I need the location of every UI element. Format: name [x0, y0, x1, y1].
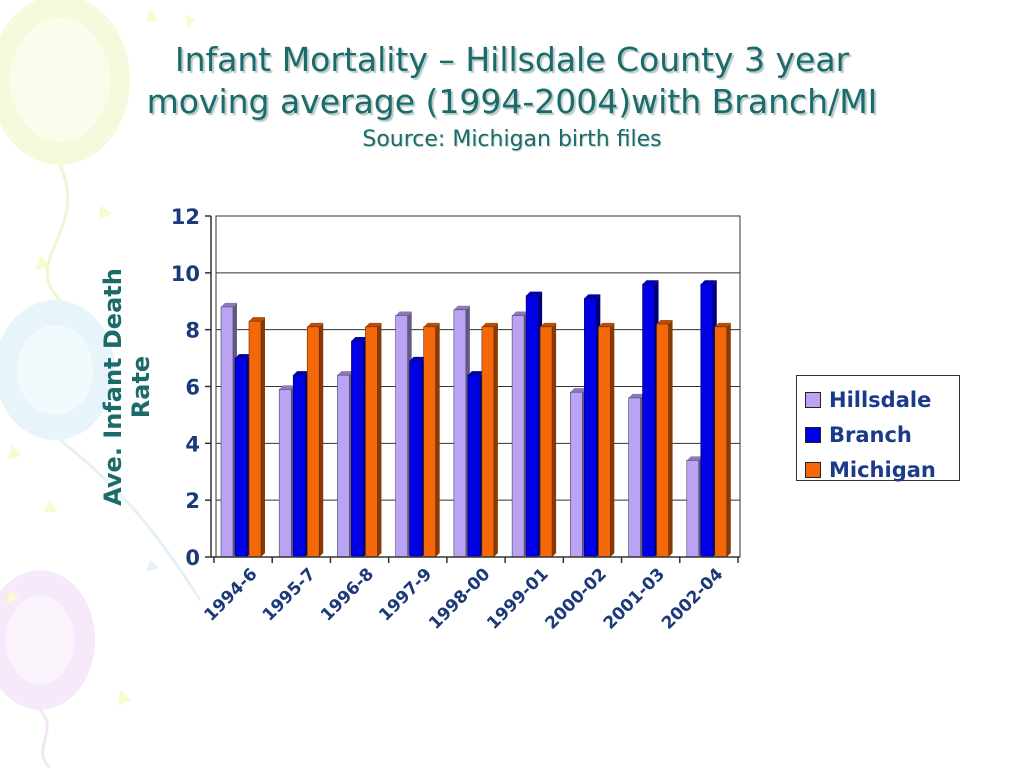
bar-michigan-1998-00: [481, 322, 498, 558]
bar-branch-2000-02: [584, 294, 601, 558]
bar-branch-1999-01: [525, 291, 543, 558]
y-tick-label: 8: [185, 319, 200, 343]
bar-michigan-1996-8: [365, 322, 382, 558]
y-tick-label: 10: [171, 262, 200, 286]
legend-label: Hillsdale: [829, 387, 932, 412]
y-tick-label: 4: [185, 432, 200, 456]
legend-item-branch: Branch: [805, 417, 959, 452]
x-tick-label: 1995-7: [259, 564, 320, 625]
bar-branch-1997-9: [409, 356, 426, 558]
legend-item-hillsdale: Hillsdale: [805, 382, 959, 417]
x-tick-label: 2000-02: [542, 564, 611, 633]
y-tick-label: 0: [185, 546, 200, 570]
bar-branch-1994-6: [234, 354, 251, 558]
y-tick-label: 6: [185, 376, 200, 400]
bar-michigan-1997-9: [423, 322, 440, 558]
chart-legend: Hillsdale Branch Michigan: [796, 375, 960, 482]
legend-item-michigan: Michigan: [805, 452, 959, 487]
x-tick-label: 2002-04: [658, 564, 727, 633]
legend-label: Branch: [829, 422, 912, 447]
bar-branch-2001-03: [642, 280, 659, 558]
x-tick-label: 2001-03: [600, 564, 669, 633]
legend-label: Michigan: [829, 457, 936, 482]
bar-branch-1996-8: [351, 337, 368, 558]
legend-swatch: [805, 461, 821, 478]
bar-hillsdale-1994-6: [220, 302, 237, 558]
bar-hillsdale-1998-00: [453, 305, 470, 558]
legend-swatch: [805, 391, 821, 408]
x-tick-label: 1994-6: [201, 564, 262, 625]
bar-branch-1995-7: [292, 371, 310, 558]
bar-hillsdale-1999-01: [511, 311, 529, 558]
y-tick-label: 12: [171, 205, 200, 229]
bar-michigan-2000-02: [598, 322, 615, 558]
legend-swatch: [805, 426, 821, 443]
bar-branch-1998-00: [467, 371, 484, 558]
slide-subtitle: Source: Michigan birth files: [362, 127, 662, 152]
bar-hillsdale-2000-02: [570, 388, 587, 558]
bar-hillsdale-1995-7: [278, 385, 296, 558]
bar-michigan-1994-6: [248, 317, 265, 558]
bar-hillsdale-2002-04: [686, 456, 703, 558]
slide-title-line-2: moving average (1994-2004)with Branch/MI: [146, 82, 878, 121]
bar-michigan-1999-01: [539, 322, 557, 558]
bar-hillsdale-1997-9: [395, 311, 412, 558]
bar-michigan-1995-7: [306, 322, 324, 558]
y-tick-label: 2: [185, 489, 200, 513]
bar-hillsdale-1996-8: [337, 371, 354, 558]
bar-michigan-2001-03: [656, 319, 673, 558]
x-tick-label: 1996-8: [317, 564, 378, 625]
slide-title-line-1: Infant Mortality – Hillsdale County 3 ye…: [174, 40, 850, 79]
x-axis-ticks: 1994-61995-71996-81997-91998-001999-0120…: [201, 557, 739, 634]
x-tick-label: 1999-01: [483, 564, 552, 633]
bar-group: [220, 280, 731, 558]
x-tick-label: 1998-00: [425, 564, 494, 633]
confetti-shape: [146, 10, 158, 22]
bar-michigan-2002-04: [714, 322, 731, 558]
bar-hillsdale-2001-03: [628, 393, 645, 558]
bar-branch-2002-04: [700, 280, 717, 558]
y-axis-label: Ave. Infant DeathRate: [99, 268, 155, 506]
y-axis-ticks: 0 2 4 6 8 10 12: [171, 205, 211, 570]
x-tick-label: 1997-9: [375, 564, 436, 625]
